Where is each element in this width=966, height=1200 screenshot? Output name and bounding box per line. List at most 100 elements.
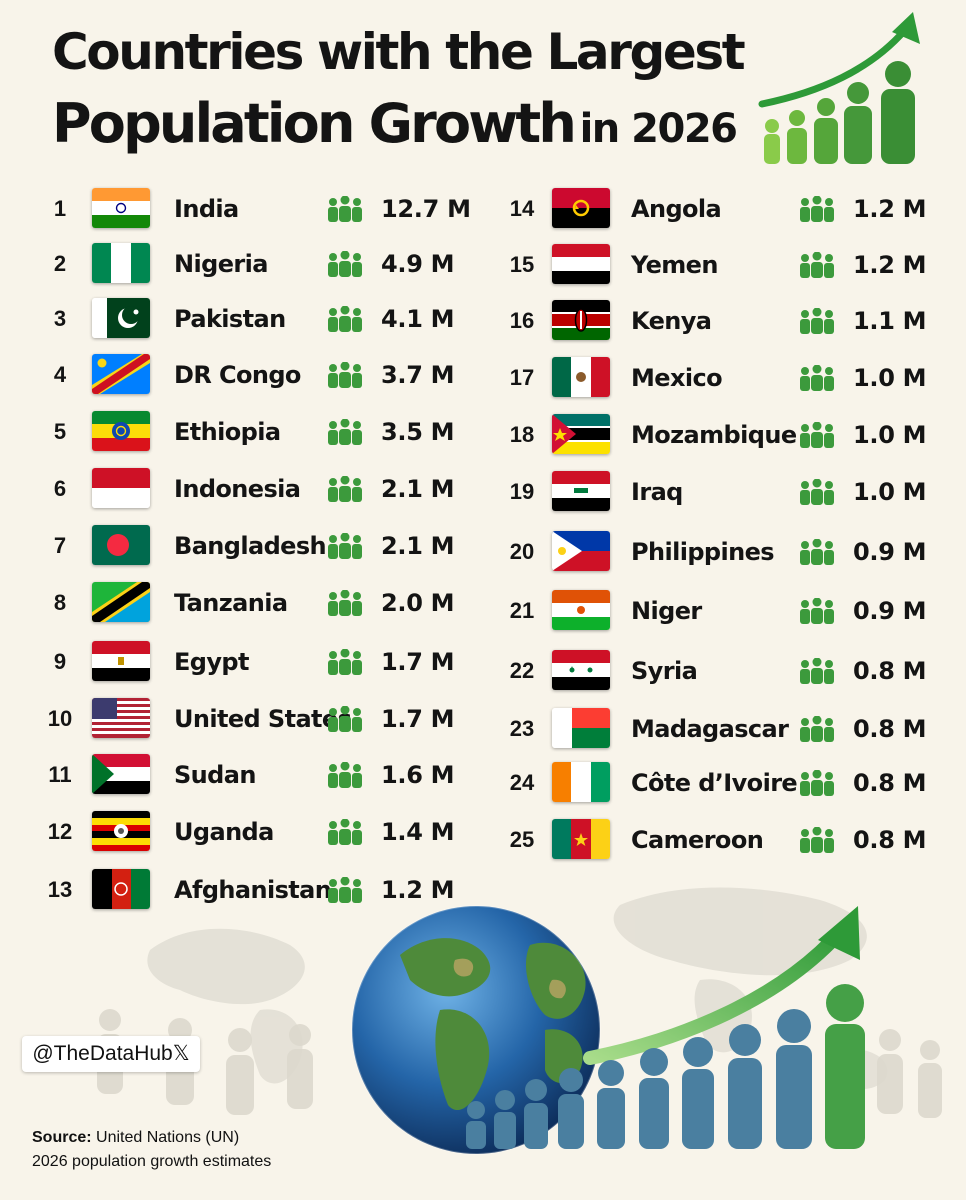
country-name: United States (174, 705, 352, 733)
sudan-flag-icon (92, 754, 150, 794)
country-name: Philippines (631, 538, 775, 566)
people-group-icon (797, 421, 837, 448)
rank-number: 15 (509, 252, 535, 277)
page-title-line2: Population Growth in 2026 (52, 88, 772, 173)
table-row: 24 Côte d’Ivoire 0.8 M (502, 760, 927, 806)
country-name: Yemen (631, 251, 718, 279)
page-title-year: in 2026 (579, 106, 738, 152)
country-name: Tanzania (174, 589, 288, 617)
growth-value: 1.7 M (381, 705, 455, 733)
x-logo-icon: 𝕏 (172, 1042, 190, 1065)
country-name: Niger (631, 597, 702, 625)
people-group-icon (325, 361, 365, 388)
rank-number: 2 (53, 251, 67, 276)
growth-value: 1.0 M (853, 478, 927, 506)
people-group-icon (325, 305, 365, 332)
country-name: Syria (631, 657, 698, 685)
mexico-flag-icon (552, 357, 610, 397)
growth-value: 1.2 M (381, 876, 455, 904)
country-name: Ethiopia (174, 418, 281, 446)
table-row: 15 Yemen 1.2 M (502, 242, 927, 288)
egypt-flag-icon (92, 641, 150, 681)
syria-flag-icon (552, 650, 610, 690)
country-name: Cameroon (631, 826, 764, 854)
table-row: 12 Uganda 1.4 M (40, 809, 460, 855)
growth-value: 0.8 M (853, 769, 927, 797)
growth-value: 0.8 M (853, 826, 927, 854)
rank-number: 11 (48, 762, 72, 787)
people-group-icon (325, 818, 365, 845)
rank-number: 17 (509, 365, 535, 390)
country-name: Angola (631, 195, 722, 223)
rank-number: 13 (47, 877, 73, 902)
people-group-icon (325, 195, 365, 222)
yemen-flag-icon (552, 244, 610, 284)
madagascar-flag-icon (552, 708, 610, 748)
rank-number: 12 (47, 819, 73, 844)
people-group-icon (325, 761, 365, 788)
growth-value: 1.1 M (853, 307, 927, 335)
people-group-icon (797, 597, 837, 624)
people-group-icon (325, 418, 365, 445)
page-title-line1: Countries with the Largest (52, 23, 746, 81)
india-flag-icon (92, 188, 150, 228)
country-name: Afghanistan (174, 876, 332, 904)
rank-number: 14 (509, 196, 535, 221)
people-group-icon (325, 250, 365, 277)
rank-number: 18 (509, 422, 535, 447)
growth-value: 4.9 M (381, 250, 455, 278)
twitter-handle: @TheDataHub𝕏 (22, 1036, 200, 1072)
growth-value: 3.5 M (381, 418, 455, 446)
growth-value: 4.1 M (381, 305, 455, 333)
growth-value: 12.7 M (381, 195, 471, 223)
table-row: 22 Syria 0.8 M (502, 648, 927, 694)
pakistan-flag-icon (92, 298, 150, 338)
country-name: Uganda (174, 818, 274, 846)
growth-value: 1.4 M (381, 818, 455, 846)
rank-number: 4 (53, 362, 67, 387)
growth-value: 2.1 M (381, 532, 455, 560)
table-row: 1 India 12.7 M (40, 186, 471, 232)
growth-value: 1.0 M (853, 364, 927, 392)
rank-number: 10 (47, 706, 73, 731)
growth-value: 0.8 M (853, 657, 927, 685)
people-group-icon (797, 478, 837, 505)
people-group-icon (797, 826, 837, 853)
country-name: DR Congo (174, 361, 301, 389)
table-row: 5 Ethiopia 3.5 M (40, 409, 460, 455)
tanzania-flag-icon (92, 582, 150, 622)
country-name: India (174, 195, 239, 223)
rank-number: 21 (509, 598, 535, 623)
table-row: 18 Mozambique 1.0 M (502, 412, 927, 458)
handle-text: @TheDataHub (32, 1042, 173, 1065)
table-row: 8 Tanzania 2.0 M (40, 580, 460, 626)
rank-number: 7 (53, 533, 67, 558)
rank-number: 16 (509, 308, 535, 333)
growth-value: 0.9 M (853, 597, 927, 625)
people-group-icon (797, 715, 837, 742)
table-row: 23 Madagascar 0.8 M (502, 706, 927, 752)
people-group-icon (325, 876, 365, 903)
country-name: Kenya (631, 307, 712, 335)
growth-value: 1.6 M (381, 761, 455, 789)
country-name: Egypt (174, 648, 249, 676)
united-states-flag-icon (92, 698, 150, 738)
growth-value: 1.0 M (853, 421, 927, 449)
country-name: Sudan (174, 761, 256, 789)
growth-value: 0.8 M (853, 715, 927, 743)
people-group-icon (797, 538, 837, 565)
rank-number: 25 (509, 827, 535, 852)
rank-number: 19 (509, 479, 535, 504)
growth-value: 0.9 M (853, 538, 927, 566)
table-row: 19 Iraq 1.0 M (502, 469, 927, 515)
country-name: Iraq (631, 478, 683, 506)
country-name: Mexico (631, 364, 723, 392)
table-row: 4 DR Congo 3.7 M (40, 352, 460, 398)
rank-number: 3 (53, 306, 67, 331)
rank-number: 5 (53, 419, 67, 444)
rank-number: 22 (509, 658, 535, 683)
growth-value: 2.1 M (381, 475, 455, 503)
growth-value: 1.7 M (381, 648, 455, 676)
uganda-flag-icon (92, 811, 150, 851)
